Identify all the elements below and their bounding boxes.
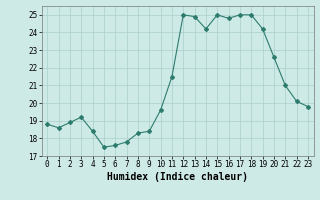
X-axis label: Humidex (Indice chaleur): Humidex (Indice chaleur) [107,172,248,182]
